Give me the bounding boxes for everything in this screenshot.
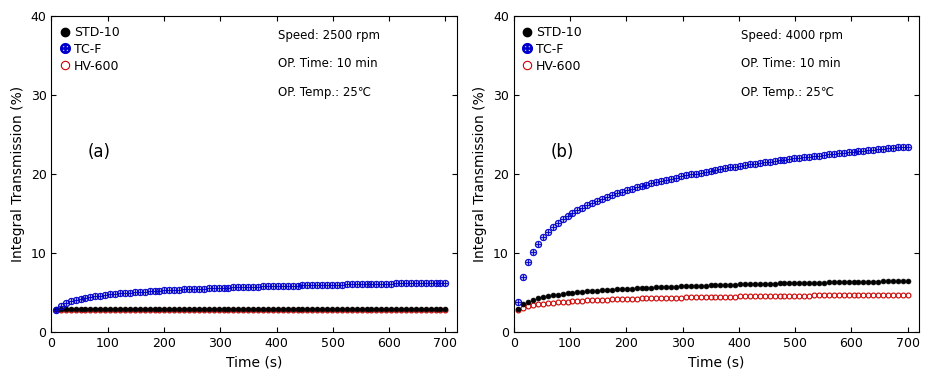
Text: OP. Temp.: 25℃: OP. Temp.: 25℃ (741, 86, 834, 99)
Text: OP. Temp.: 25℃: OP. Temp.: 25℃ (278, 86, 371, 99)
Text: Speed: 4000 rpm: Speed: 4000 rpm (741, 29, 842, 42)
X-axis label: Time (s): Time (s) (226, 356, 282, 370)
Y-axis label: Integral Transmission (%): Integral Transmission (%) (11, 86, 25, 263)
Text: OP. Time: 10 min: OP. Time: 10 min (741, 57, 841, 70)
Text: Speed: 2500 rpm: Speed: 2500 rpm (278, 29, 381, 42)
Legend: STD-10, TC-F, HV-600: STD-10, TC-F, HV-600 (520, 22, 586, 76)
X-axis label: Time (s): Time (s) (689, 356, 745, 370)
Y-axis label: Integral Transmission (%): Integral Transmission (%) (473, 86, 487, 263)
Text: (a): (a) (88, 142, 111, 161)
Text: (b): (b) (550, 142, 574, 161)
Legend: STD-10, TC-F, HV-600: STD-10, TC-F, HV-600 (58, 22, 123, 76)
Text: OP. Time: 10 min: OP. Time: 10 min (278, 57, 378, 70)
